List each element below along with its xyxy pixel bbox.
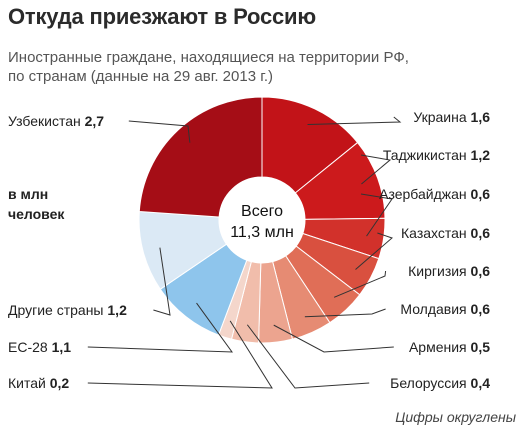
slice-label-value: 0,6 [471,263,491,279]
slice-label-value: 0,2 [50,375,70,391]
slice-label-value: 1,6 [471,109,491,125]
slice-label-name: Китай [8,375,50,391]
slice-label: Азербайджан 0,6 [379,186,490,202]
slice-label: Киргизия 0,6 [408,263,490,279]
slice-label: Китай 0,2 [8,375,69,391]
slice-label-name: Азербайджан [379,186,470,202]
donut-center: Всего 11,3 млн [219,177,305,263]
subtitle-line: Иностранные граждане, находящиеся на тер… [8,49,409,66]
leader-line [307,116,402,126]
slice-label-value: 2,7 [85,113,105,129]
leader-line [360,154,392,185]
slice-label-name: Украина [413,109,470,125]
chart-subtitle: Иностранные граждане, находящиеся на тер… [8,48,448,86]
slice-label: Украина 1,6 [413,109,490,125]
leader-line [304,308,386,318]
slice-label: Узбекистан 2,7 [8,113,104,129]
slice-label-name: Казахстан [401,225,471,241]
leader-line [273,324,394,353]
subtitle-line: по странам (данные на 29 авг. 2013 г.) [8,68,274,85]
slice-label-value: 1,2 [471,147,491,163]
leader-line [87,320,273,389]
chart-title: Откуда приезжают в Россию [8,4,316,29]
center-label-line: Всего [241,203,283,220]
donut-hole [219,177,305,263]
slice-label-value: 1,2 [107,302,127,318]
slice-label-value: 0,4 [471,375,491,391]
slice-label-name: ЕС-28 [8,339,52,355]
leader-line [87,302,234,353]
leader-line [246,324,370,389]
slice-label-value: 1,1 [52,339,72,355]
slice-labels: Украина 1,6 Таджикистан 1,2 Азербайджан 0,… [8,109,490,391]
unit-label: в млн человек [8,184,64,224]
slice-label: Таджикистан 1,2 [383,147,490,163]
slice-label: Армения 0,5 [409,339,490,355]
leader-line [153,247,171,316]
unit-line: человек [8,206,65,222]
slice-label-name: Армения [409,339,471,355]
slice-label-value: 0,6 [471,225,491,241]
slice-label-value: 0,6 [471,301,491,317]
slice-label: Казахстан 0,6 [401,225,490,241]
slice-label: Другие страны 1,2 [8,302,127,318]
slice-label-name: Таджикистан [383,147,471,163]
slice-label-name: Узбекистан [8,113,85,129]
leader-line [360,193,393,237]
unit-line: в млн [8,186,49,202]
slice-label: Молдавия 0,6 [400,301,490,317]
leader-line [333,270,387,298]
slice-label-name: Киргизия [408,263,470,279]
leader-lines [87,116,402,389]
footnote: Цифры округлены [395,409,516,425]
slice-label-name: Молдавия [400,301,470,317]
leader-line [128,120,191,143]
leader-line [355,232,393,270]
slice-label-value: 0,5 [471,339,491,355]
slice-label: Белоруссия 0,4 [390,375,490,391]
slice-label-name: Белоруссия [390,375,470,391]
slice-label: ЕС-28 1,1 [8,339,71,355]
slice-label-value: 0,6 [471,186,491,202]
slice-label-name: Другие страны [8,302,107,318]
center-label-line: 11,3 млн [230,224,294,241]
